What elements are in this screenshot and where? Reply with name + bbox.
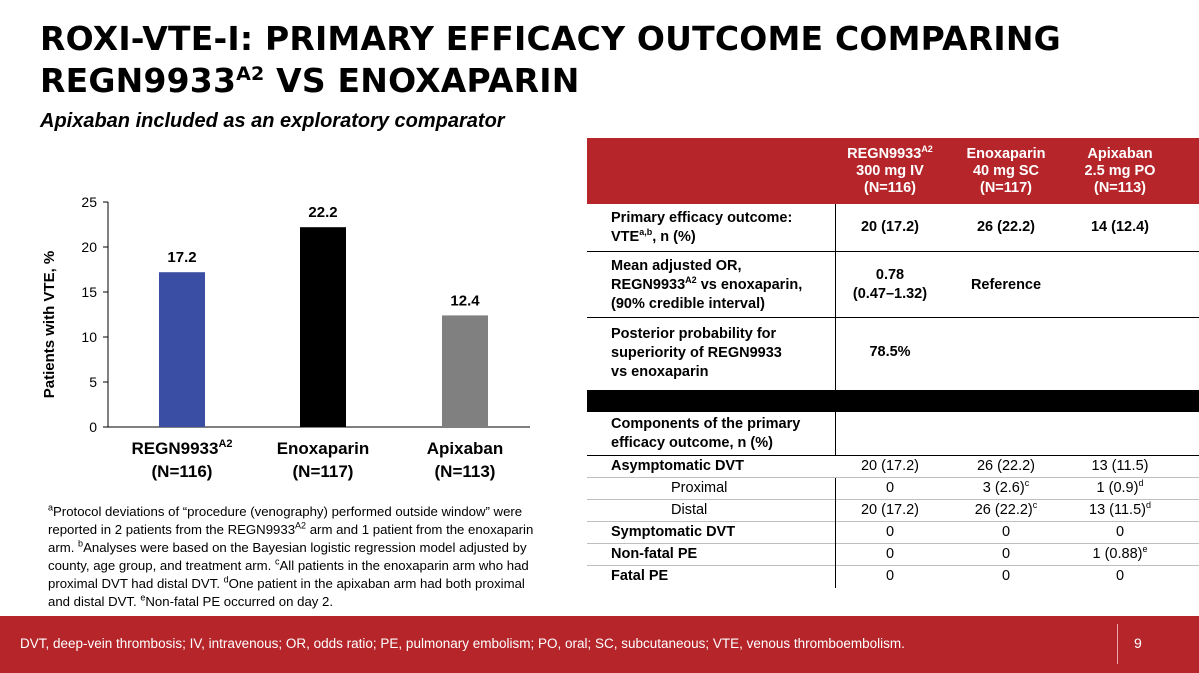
cell: 0	[1115, 524, 1125, 540]
abbreviations: DVT, deep-vein thrombosis; IV, intraveno…	[20, 636, 905, 651]
row-label: Symptomatic DVT	[611, 524, 736, 540]
cell: 1 (0.88)e	[1092, 544, 1148, 562]
cell: 1 (0.9)d	[1096, 478, 1144, 496]
table-row-nonfatal-pe: Non-fatal PE 0 0 1 (0.88)e	[587, 544, 1199, 566]
cell: 0	[1001, 546, 1011, 562]
bar-value-label: 12.4	[450, 292, 480, 309]
cell: 78.5%	[869, 344, 911, 360]
slide-subtitle: Apixaban included as an exploratory comp…	[40, 110, 505, 132]
y-tick-label: 20	[81, 239, 97, 255]
row-label: Posterior probability for superiority of…	[611, 326, 782, 380]
table-row-proximal: Proximal 0 3 (2.6)c 1 (0.9)d	[587, 478, 1199, 500]
row-label: Fatal PE	[611, 568, 669, 584]
cell: Reference	[970, 277, 1042, 293]
row-label: Mean adjusted OR, REGN9933A2 vs enoxapar…	[611, 258, 803, 312]
cell: 0	[1001, 568, 1011, 584]
table-header: REGN9933A2 300 mg IV (N=116) Enoxaparin …	[587, 138, 1199, 204]
cell: 14 (12.4)	[1090, 219, 1150, 235]
table-row-components: Components of the primary efficacy outco…	[587, 412, 1199, 456]
x-category-n-label: (N=116)	[152, 462, 213, 481]
table-row-distal: Distal 20 (17.2) 26 (22.2)c 13 (11.5)d	[587, 500, 1199, 522]
y-axis-label: Patients with VTE, %	[41, 251, 58, 399]
cell: 0.78 (0.47–1.32)	[852, 267, 928, 302]
row-label: Proximal	[671, 480, 728, 496]
x-category-n-label: (N=117)	[293, 462, 354, 481]
y-tick-label: 25	[81, 194, 97, 210]
cell: 3 (2.6)c	[982, 478, 1030, 496]
table-row-primary: Primary efficacy outcome: VTEa,b, n (%) …	[587, 204, 1199, 252]
cell: 20 (17.2)	[860, 458, 920, 474]
cell: 13 (11.5)d	[1089, 500, 1151, 518]
header-regn9933: REGN9933A2 300 mg IV (N=116)	[847, 144, 933, 196]
cell: 0	[1115, 568, 1125, 584]
y-tick-label: 10	[81, 329, 97, 345]
cell: 20 (17.2)	[860, 219, 920, 235]
cell: 26 (22.2)	[976, 219, 1036, 235]
row-label: Components of the primary efficacy outco…	[611, 416, 801, 451]
cell: 0	[1001, 524, 1011, 540]
y-tick-label: 0	[89, 419, 97, 435]
row-label: Distal	[671, 502, 708, 518]
cell: 13 (11.5)	[1091, 458, 1149, 474]
cell: 26 (22.2)	[976, 458, 1036, 474]
bar-regn9933	[159, 272, 205, 427]
bar-value-label: 17.2	[167, 249, 196, 266]
title-line-2: REGN9933A2 VS ENOXAPARIN	[40, 61, 580, 100]
row-label: Primary efficacy outcome: VTEa,b, n (%)	[611, 210, 793, 245]
bar-value-label: 22.2	[308, 204, 337, 221]
table-row-symptomatic: Symptomatic DVT 0 0 0	[587, 522, 1199, 544]
slide-title: ROXI-VTE-I: PRIMARY EFFICACY OUTCOME COM…	[40, 18, 1160, 102]
column-divider-top	[835, 204, 836, 390]
y-tick-label: 5	[89, 374, 97, 390]
cell: 20 (17.2)	[860, 502, 920, 518]
x-category-label: Enoxaparin	[277, 439, 370, 458]
cell: 0	[885, 480, 895, 496]
x-category-label: REGN9933A2	[132, 438, 233, 458]
title-line-1: ROXI-VTE-I: PRIMARY EFFICACY OUTCOME COM…	[40, 19, 1061, 58]
table-row-posterior: Posterior probability for superiority of…	[587, 318, 1199, 390]
page-number: 9	[1134, 635, 1142, 651]
y-tick-label: 15	[81, 284, 97, 300]
cell: 0	[885, 568, 895, 584]
table-row-odds-ratio: Mean adjusted OR, REGN9933A2 vs enoxapar…	[587, 252, 1199, 318]
cell: 0	[885, 524, 895, 540]
table-row-fatal-pe: Fatal PE 0 0 0	[587, 566, 1199, 588]
row-label: Non-fatal PE	[611, 546, 698, 562]
row-label: Asymptomatic DVT	[611, 458, 744, 474]
bar-enoxaparin	[300, 227, 346, 427]
table-separator-bar	[587, 390, 1199, 412]
column-divider-components	[835, 412, 836, 456]
header-enoxaparin: Enoxaparin 40 mg SC (N=117)	[966, 146, 1046, 196]
x-category-label: Apixaban	[427, 439, 504, 458]
footer-divider	[1117, 624, 1118, 664]
x-category-n-label: (N=113)	[435, 462, 496, 481]
cell: 0	[885, 546, 895, 562]
header-apixaban: Apixaban 2.5 mg PO (N=113)	[1084, 146, 1156, 196]
table-row-asymptomatic: Asymptomatic DVT 20 (17.2) 26 (22.2) 13 …	[587, 456, 1199, 478]
footer-bar: DVT, deep-vein thrombosis; IV, intraveno…	[0, 616, 1199, 673]
vte-bar-chart: 0 5 10 15 20 25 Patients with VTE, % 17.2 REGN99…	[41, 194, 530, 481]
cell: 26 (22.2)c	[974, 500, 1038, 518]
column-divider-bottom	[835, 478, 836, 588]
bar-apixaban	[442, 315, 488, 427]
footnotes: aProtocol deviations of “procedure (veno…	[48, 502, 534, 609]
results-table: REGN9933A2 300 mg IV (N=116) Enoxaparin …	[587, 138, 1199, 588]
